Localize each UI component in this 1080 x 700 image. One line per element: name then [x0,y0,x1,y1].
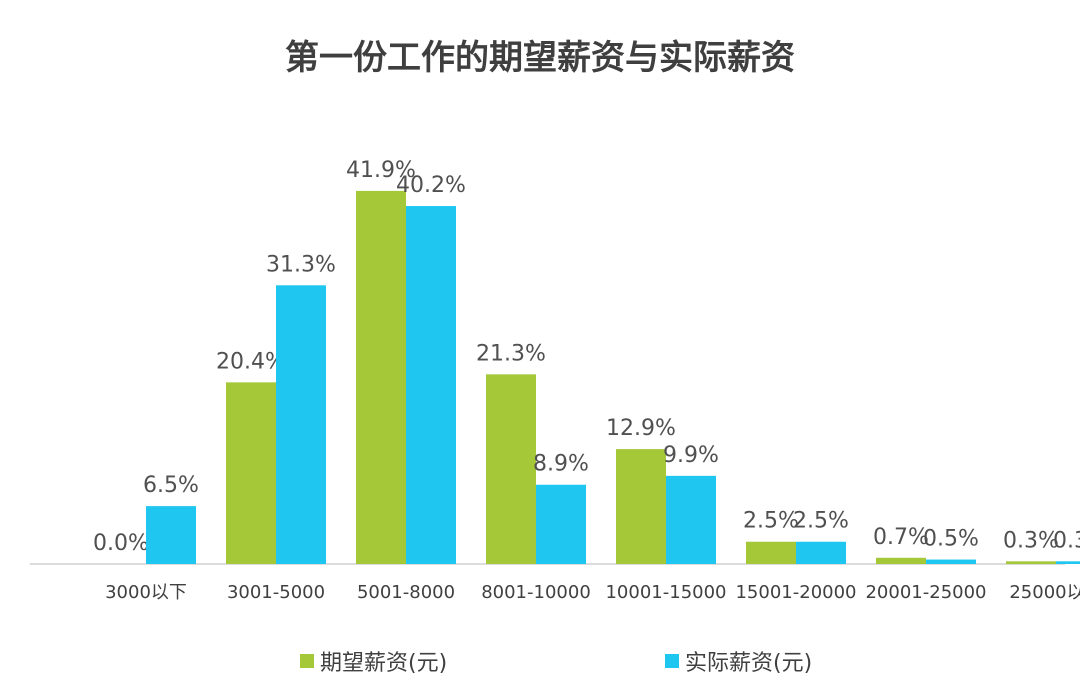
data-label-actual: 0.3% [1053,528,1080,553]
data-label-actual: 6.5% [143,473,199,498]
bar-actual [796,541,846,564]
data-label-expected: 20.4% [216,349,286,374]
data-label-expected: 0.7% [873,525,929,550]
data-label-actual: 9.9% [663,443,719,468]
bar-expected [356,190,406,564]
bar-expected [616,449,666,564]
data-label-actual: 0.5% [923,527,979,552]
x-tick-label: 25000以上 [1009,582,1080,603]
x-tick-label: 8001-10000 [481,582,591,603]
x-tick-label: 5001-8000 [357,582,455,603]
bar-actual [406,206,456,564]
bar-expected [1006,561,1056,564]
x-tick-label: 10001-15000 [605,582,726,603]
bar-actual [926,559,976,564]
chart-title: 第一份工作的期望薪资与实际薪资 [285,38,795,78]
data-label-expected: 0.3% [1003,528,1059,553]
x-tick-label: 20001-25000 [865,582,986,603]
legend-item-expected: 期望薪资(元) [300,645,447,677]
bar-actual [276,285,326,564]
data-label-expected: 41.9% [346,158,416,183]
bar-actual [146,506,196,564]
legend-swatch-actual [665,654,679,668]
x-tick-label: 3001-5000 [227,582,325,603]
data-label-expected: 2.5% [743,509,799,534]
data-label-actual: 31.3% [266,252,336,277]
data-label-actual: 8.9% [533,452,589,477]
bar-expected [226,382,276,564]
legend-label-actual: 实际薪资(元) [685,651,813,676]
bar-chart: 3000以下 3001-5000 5001-8000 8001-10000 10001-… [30,158,1080,603]
data-label-expected: 21.3% [476,341,546,366]
data-label-expected: 12.9% [606,416,676,441]
bar-actual [1056,561,1080,564]
x-tick-label: 3000以下 [105,582,187,603]
bar-expected [876,557,926,564]
legend-swatch-expected [300,654,314,668]
data-label-actual: 40.2% [396,173,466,198]
data-label-expected: 0.0% [93,531,149,556]
legend-label-expected: 期望薪资(元) [320,651,448,676]
x-tick-label: 15001-20000 [735,582,856,603]
legend-item-actual: 实际薪资(元) [665,645,812,677]
data-label-actual: 2.5% [793,509,849,534]
bar-expected [746,541,796,564]
bar-actual [666,475,716,564]
bar-actual [536,484,586,564]
bar-expected [486,374,536,564]
